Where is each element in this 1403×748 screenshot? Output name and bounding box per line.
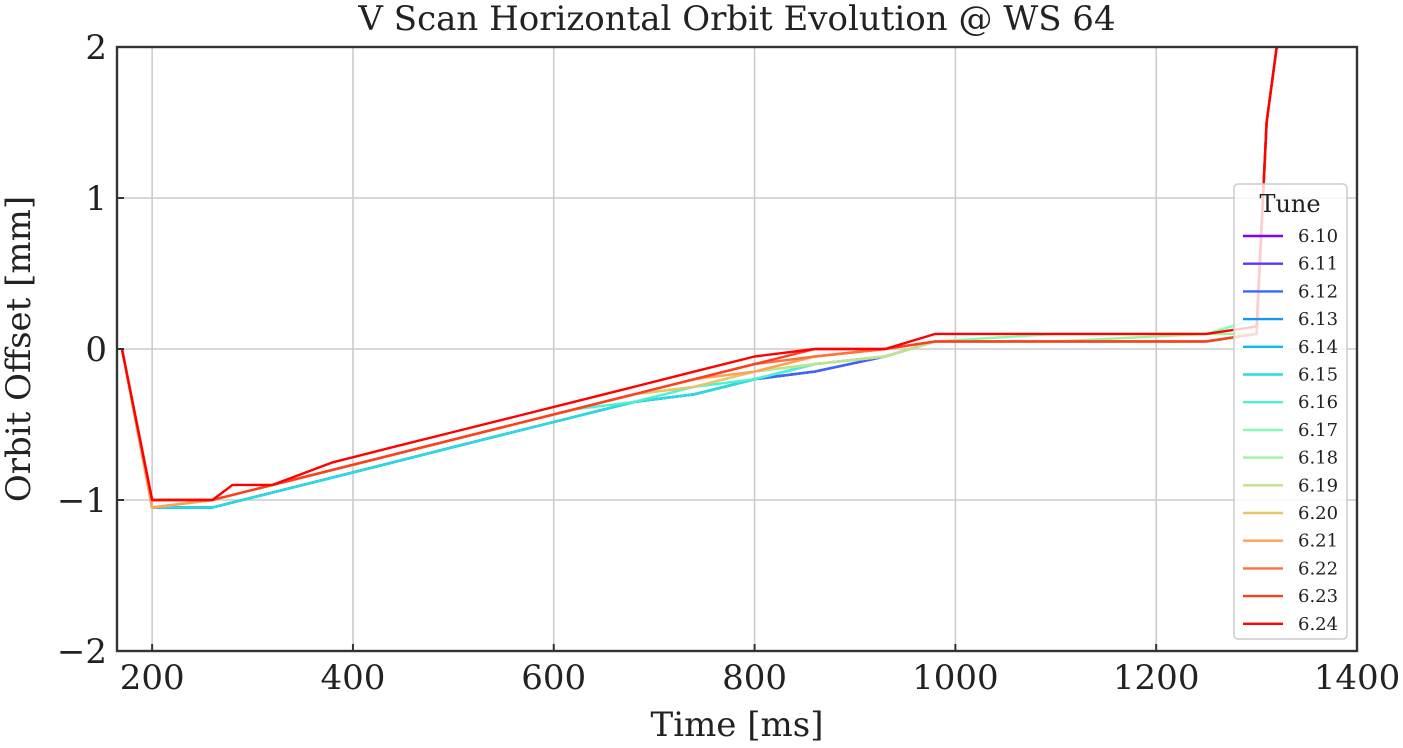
legend-label-6-11: 6.11: [1298, 254, 1338, 275]
legend-label-6-23: 6.23: [1298, 586, 1338, 607]
legend-label-6-14: 6.14: [1298, 337, 1338, 358]
legend-title: Tune: [1259, 190, 1320, 218]
series-line-6-23: [120, 47, 1278, 502]
y-tick-label: 1: [85, 179, 107, 219]
series-line-6-11: [120, 47, 1278, 509]
legend-label-6-18: 6.18: [1298, 448, 1338, 469]
series-line-6-15: [120, 47, 1278, 509]
series-line-6-21: [120, 47, 1278, 509]
x-tick-label: 400: [320, 658, 385, 698]
legend-label-6-21: 6.21: [1298, 531, 1338, 552]
series-line-6-24: [120, 47, 1278, 502]
series-line-6-16: [120, 47, 1278, 509]
legend-label-6-10: 6.10: [1298, 226, 1338, 247]
y-tick-label: 2: [85, 28, 107, 68]
legend-label-6-13: 6.13: [1298, 309, 1338, 330]
legend-label-6-19: 6.19: [1298, 475, 1338, 496]
legend-label-6-24: 6.24: [1298, 614, 1338, 635]
series-line-6-19: [120, 47, 1278, 509]
series-line-6-22: [120, 47, 1278, 502]
legend-label-6-15: 6.15: [1298, 365, 1338, 386]
legend: Tune 6.106.116.126.136.146.156.166.176.1…: [1233, 183, 1348, 640]
y-tick-label: −1: [57, 481, 107, 521]
y-tick-label: 0: [85, 330, 107, 370]
y-axis-label: Orbit Offset [mm]: [0, 196, 39, 502]
y-tick-label: −2: [57, 632, 107, 672]
series-line-6-17: [120, 47, 1278, 509]
legend-box: [1233, 183, 1348, 640]
legend-label-6-22: 6.22: [1298, 558, 1338, 579]
x-axis-label: Time [ms]: [651, 705, 824, 743]
series-line-6-12: [120, 47, 1278, 509]
series-layer: [120, 47, 1278, 509]
series-line-6-14: [120, 47, 1278, 509]
grid-layer: [117, 47, 1357, 651]
legend-items: 6.10 6.11 6.12 6.13 6.14 6.15 6.16 6.17 6.18 6.19…: [1243, 226, 1338, 635]
x-tick-label: 1000: [912, 658, 999, 698]
x-tick-label: 200: [120, 658, 185, 698]
tick-layer: 200 400 600 800 1000 1200 1400 −2 −1 0 1 2: [57, 28, 1400, 698]
series-line-6-13: [120, 47, 1278, 509]
x-tick-label: 600: [521, 658, 586, 698]
x-tick-label: 1200: [1113, 658, 1200, 698]
legend-label-6-20: 6.20: [1298, 503, 1338, 524]
legend-label-6-16: 6.16: [1298, 392, 1338, 413]
series-line-6-10: [120, 47, 1278, 509]
series-line-6-20: [120, 47, 1278, 509]
x-tick-label: 800: [722, 658, 787, 698]
legend-label-6-17: 6.17: [1298, 420, 1338, 441]
x-tick-label: 1400: [1314, 658, 1401, 698]
chart-title: V Scan Horizontal Orbit Evolution @ WS 6…: [357, 0, 1115, 39]
legend-label-6-12: 6.12: [1298, 281, 1338, 302]
series-line-6-18: [120, 47, 1278, 509]
